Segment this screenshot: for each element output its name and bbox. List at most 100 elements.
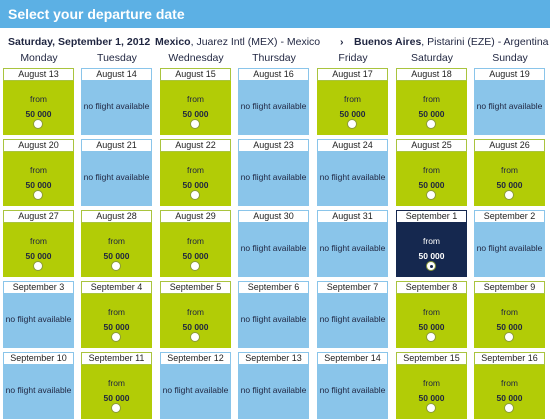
- date-label: August 22: [160, 139, 231, 152]
- date-cell: August 19 no flight available: [474, 68, 545, 135]
- date-cell: September 13 no flight available: [238, 352, 309, 419]
- select-radio[interactable]: [33, 190, 43, 200]
- date-cell[interactable]: September 1 from 50 000: [396, 210, 467, 277]
- select-radio[interactable]: [426, 190, 436, 200]
- price-label: 50 000: [182, 109, 209, 119]
- price-label: 50 000: [418, 180, 445, 190]
- page-title: Select your departure date: [8, 6, 185, 22]
- from-label: from: [423, 378, 440, 388]
- destination-city: Buenos Aires: [354, 36, 422, 48]
- select-radio[interactable]: [347, 119, 357, 129]
- select-radio[interactable]: [504, 190, 514, 200]
- no-flight-label: no flight available: [162, 385, 229, 395]
- weekday-monday: Monday: [20, 52, 58, 64]
- date-label: August 29: [160, 210, 231, 223]
- date-label: September 5: [160, 281, 231, 294]
- date-label: September 8: [396, 281, 467, 294]
- date-cell[interactable]: August 18 from 50 000: [396, 68, 467, 135]
- select-radio[interactable]: [426, 403, 436, 413]
- origin-city: Mexico: [155, 36, 191, 48]
- date-cell[interactable]: August 15 from 50 000: [160, 68, 231, 135]
- origin: Mexico, Juarez Intl (MEX) - Mexico: [155, 36, 320, 48]
- select-radio[interactable]: [111, 332, 121, 342]
- from-label: from: [501, 165, 518, 175]
- date-cell[interactable]: August 29 from 50 000: [160, 210, 231, 277]
- date-cell[interactable]: September 9 from 50 000: [474, 281, 545, 348]
- no-flight-label: no flight available: [319, 172, 386, 182]
- select-radio[interactable]: [190, 190, 200, 200]
- date-label: September 6: [238, 281, 309, 294]
- price-label: 50 000: [496, 322, 523, 332]
- date-cell: August 14 no flight available: [81, 68, 152, 135]
- date-label: August 19: [474, 68, 545, 81]
- date-label: August 30: [238, 210, 309, 223]
- select-radio[interactable]: [426, 332, 436, 342]
- date-label: September 11: [81, 352, 152, 365]
- select-radio[interactable]: [504, 332, 514, 342]
- date-cell[interactable]: September 16 from 50 000: [474, 352, 545, 419]
- date-label: August 24: [317, 139, 388, 152]
- date-cell[interactable]: September 11 from 50 000: [81, 352, 152, 419]
- date-label: September 7: [317, 281, 388, 294]
- select-radio[interactable]: [33, 261, 43, 271]
- select-radio[interactable]: [504, 403, 514, 413]
- price-label: 50 000: [496, 180, 523, 190]
- select-radio[interactable]: [426, 261, 436, 271]
- date-cell[interactable]: September 8 from 50 000: [396, 281, 467, 348]
- date-label: August 18: [396, 68, 467, 81]
- date-cell[interactable]: August 17 from 50 000: [317, 68, 388, 135]
- date-cell[interactable]: September 5 from 50 000: [160, 281, 231, 348]
- date-label: August 25: [396, 139, 467, 152]
- date-label: September 10: [3, 352, 74, 365]
- from-label: from: [187, 307, 204, 317]
- date-label: August 17: [317, 68, 388, 81]
- from-label: from: [187, 236, 204, 246]
- date-label: August 21: [81, 139, 152, 152]
- no-flight-label: no flight available: [5, 385, 72, 395]
- no-flight-label: no flight available: [83, 101, 150, 111]
- select-radio[interactable]: [111, 261, 121, 271]
- weekday-header: Monday Tuesday Wednesday Thursday Friday Satu…: [0, 52, 550, 66]
- from-label: from: [423, 94, 440, 104]
- select-radio[interactable]: [33, 119, 43, 129]
- date-cell[interactable]: August 13 from 50 000: [3, 68, 74, 135]
- weekday-thursday: Thursday: [252, 52, 296, 64]
- date-label: August 15: [160, 68, 231, 81]
- date-cell: September 10 no flight available: [3, 352, 74, 419]
- weekday-tuesday: Tuesday: [97, 52, 137, 64]
- date-cell[interactable]: August 22 from 50 000: [160, 139, 231, 206]
- from-label: from: [501, 307, 518, 317]
- date-cell[interactable]: August 28 from 50 000: [81, 210, 152, 277]
- price-label: 50 000: [339, 109, 366, 119]
- date-label: September 16: [474, 352, 545, 365]
- select-radio[interactable]: [190, 261, 200, 271]
- select-radio[interactable]: [190, 119, 200, 129]
- date-cell[interactable]: September 4 from 50 000: [81, 281, 152, 348]
- select-radio[interactable]: [190, 332, 200, 342]
- date-label: September 13: [238, 352, 309, 365]
- from-label: from: [187, 165, 204, 175]
- date-cell[interactable]: August 20 from 50 000: [3, 139, 74, 206]
- date-label: September 2: [474, 210, 545, 223]
- date-cell[interactable]: August 26 from 50 000: [474, 139, 545, 206]
- date-label: August 31: [317, 210, 388, 223]
- date-cell: September 6 no flight available: [238, 281, 309, 348]
- select-radio[interactable]: [426, 119, 436, 129]
- date-cell[interactable]: August 25 from 50 000: [396, 139, 467, 206]
- price-label: 50 000: [25, 180, 52, 190]
- price-label: 50 000: [182, 322, 209, 332]
- date-cell[interactable]: August 27 from 50 000: [3, 210, 74, 277]
- date-label: September 3: [3, 281, 74, 294]
- date-label: September 9: [474, 281, 545, 294]
- date-label: August 20: [3, 139, 74, 152]
- date-cell[interactable]: September 15 from 50 000: [396, 352, 467, 419]
- date-label: August 28: [81, 210, 152, 223]
- date-cell: August 21 no flight available: [81, 139, 152, 206]
- no-flight-label: no flight available: [240, 101, 307, 111]
- no-flight-label: no flight available: [476, 243, 543, 253]
- select-radio[interactable]: [111, 403, 121, 413]
- price-label: 50 000: [103, 393, 130, 403]
- no-flight-label: no flight available: [83, 172, 150, 182]
- no-flight-label: no flight available: [240, 385, 307, 395]
- no-flight-label: no flight available: [240, 172, 307, 182]
